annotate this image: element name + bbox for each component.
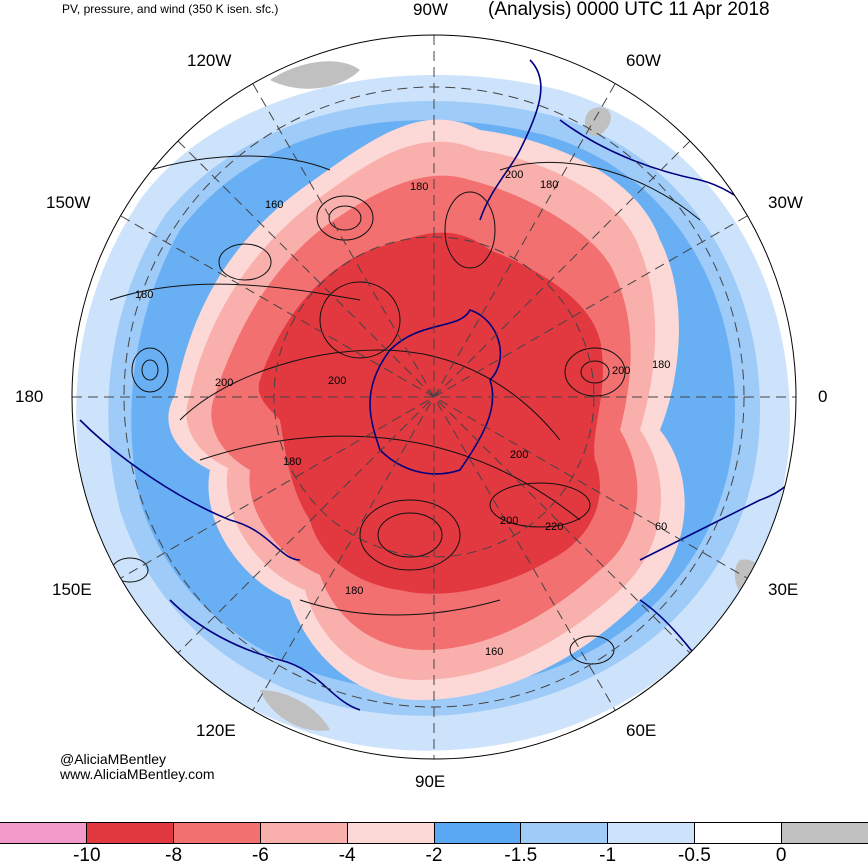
contour-label: 180 [540,179,558,191]
longitude-label-120w: 120W [187,51,232,70]
colorbar-swatch [782,823,868,843]
colorbar-swatch [347,823,435,843]
longitude-label-180: 180 [15,387,44,406]
contour-label: 180 [410,181,428,193]
longitude-label-90e: 90E [415,772,446,791]
contour-label: 180 [345,585,363,597]
map-boundary [71,34,797,760]
credit-handle: @AliciaMBentley [60,751,167,767]
longitude-label-120e: 120E [196,721,236,740]
contour-label: 200 [215,377,233,389]
contour-label: 180 [135,289,153,301]
pressure-contours [109,155,701,665]
credit-website: www.AliciaMBentley.com [60,766,215,782]
pv-zero-patch [270,61,360,89]
longitude-label-0: 0 [818,387,828,406]
longitude-label-150e: 150E [52,580,92,599]
contour-label: 180 [652,359,670,371]
colorbar-swatch [260,823,348,843]
pv-zero-patch [584,107,611,136]
contour-label: 160 [485,646,503,658]
colorbar-tick-label: -1 [599,845,617,866]
colorbar-swatch [173,823,261,843]
colorbar-swatch [86,823,174,843]
contour-label: 200 [510,449,528,461]
map-subtitle: PV, pressure, and wind (350 K isen. sfc.… [62,2,279,16]
contour-label: 60 [655,521,667,533]
polar-map: 180 200 180 160 180 200 200 180 200 180 … [71,34,797,760]
colorbar-tick-label: -1.5 [504,845,538,866]
longitude-label-150w: 150W [46,193,91,212]
contour-label: 200 [328,375,346,387]
colorbar-swatch [521,823,609,843]
contour-label: 220 [545,521,563,533]
contour-label: 200 [505,169,523,181]
contour-label-group: 180 200 180 160 180 200 200 180 200 180 … [135,169,670,658]
colorbar-tick-label: -0.5 [678,845,711,866]
colorbar-tick-label: -6 [251,845,269,866]
contour-label: 180 [283,456,301,468]
longitude-label-60w: 60W [626,51,661,70]
longitude-label-30e: 30E [768,580,799,599]
colorbar-swatch [608,823,696,843]
colorbar-tick-label: -4 [338,845,356,866]
longitude-label-30w: 30W [768,193,803,212]
colorbar-swatch [434,823,522,843]
pv-zero-patch [734,559,763,600]
contour-label: 200 [612,365,630,377]
colorbar [0,822,868,844]
map-title: (Analysis) 0000 UTC 11 Apr 2018 [488,0,770,20]
contour-label: 160 [265,199,283,211]
contour-label: 200 [500,515,518,527]
colorbar-tick-label: -8 [165,845,183,866]
colorbar-tick-label: -10 [73,845,101,866]
colorbar-tick-label: -2 [425,845,443,866]
pv-core-extreme [258,232,603,594]
pv-zero-patch [260,690,330,731]
colorbar-tick-label: 0 [775,845,787,866]
colorbar-swatch [0,823,87,843]
colorbar-swatch [695,823,783,843]
graticule [72,35,796,759]
longitude-label-90w: 90W [413,0,448,19]
longitude-label-60e: 60E [626,721,657,740]
